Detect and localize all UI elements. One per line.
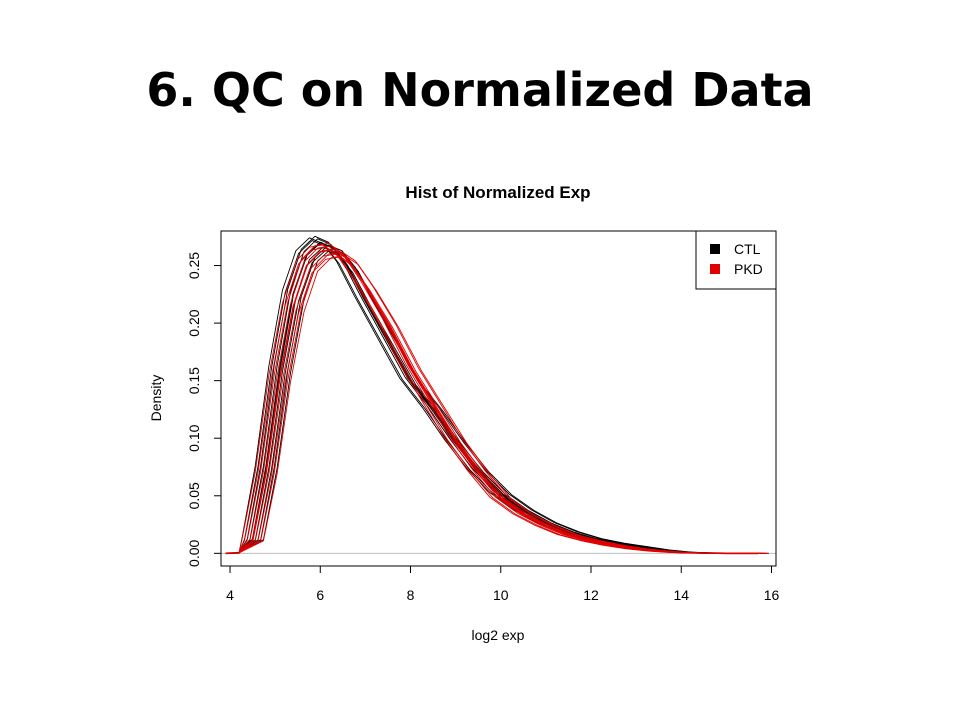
density-curve-ctl-1 <box>225 246 761 554</box>
chart-title: Hist of Normalized Exp <box>405 183 590 202</box>
slide-title: 6. QC on Normalized Data <box>0 58 960 122</box>
y-axis-label: Density <box>148 375 164 422</box>
x-tick-label: 16 <box>764 587 780 603</box>
x-tick-label: 12 <box>583 587 599 603</box>
density-curve-ctl-0 <box>225 241 758 555</box>
density-curve-pkd-6 <box>225 247 750 554</box>
density-curve-pkd-8 <box>225 244 748 554</box>
legend-label-ctl: CTL <box>734 241 761 257</box>
legend-label-pkd: PKD <box>734 261 763 277</box>
y-tick-label: 0.00 <box>186 539 202 566</box>
x-tick-label: 4 <box>226 587 234 603</box>
y-tick-label: 0.15 <box>186 367 202 394</box>
x-tick-label: 8 <box>407 587 415 603</box>
slide-title-number: 6. <box>146 63 196 117</box>
density-curves <box>225 235 769 555</box>
x-axis: 4 6 8 10 12 14 16 <box>226 565 780 603</box>
density-curve-pkd-2 <box>225 245 756 554</box>
x-tick-label: 6 <box>316 587 324 603</box>
density-curve-ctl-3 <box>225 249 764 554</box>
density-curve-pkd-4 <box>225 242 753 554</box>
density-curve-pkd-1 <box>225 253 761 554</box>
y-tick-label: 0.05 <box>186 482 202 509</box>
legend-box <box>695 230 777 290</box>
legend-swatch-pkd <box>710 264 720 274</box>
density-curve-pkd-3 <box>225 256 764 554</box>
y-tick-label: 0.10 <box>186 424 202 451</box>
density-curve-pkd-7 <box>225 255 769 554</box>
legend-swatch-ctl <box>710 244 720 254</box>
legend: CTL PKD <box>695 230 777 290</box>
y-tick-label: 0.25 <box>186 252 202 279</box>
y-tick-label: 0.20 <box>186 309 202 336</box>
plot-frame <box>220 230 777 567</box>
y-axis: 0.00 0.05 0.10 0.15 0.20 0.25 <box>186 252 222 567</box>
density-curve-pkd-5 <box>225 251 767 554</box>
density-curve-ctl-7 <box>225 248 769 554</box>
x-tick-label: 10 <box>493 587 509 603</box>
x-axis-label: log2 exp <box>472 627 525 643</box>
x-tick-label: 14 <box>673 587 689 603</box>
slide-title-text: QC on Normalized Data <box>195 63 814 117</box>
